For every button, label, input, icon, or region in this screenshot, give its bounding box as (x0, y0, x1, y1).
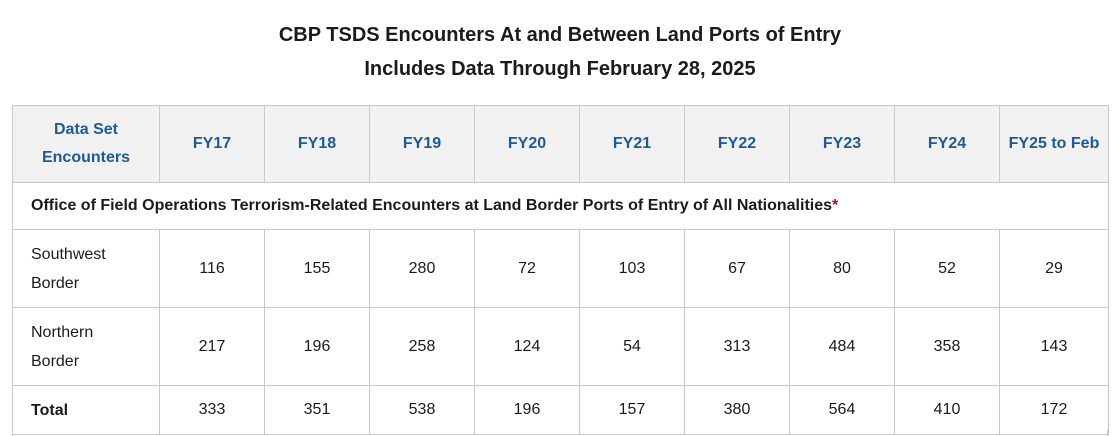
column-header-fy23: FY23 (789, 105, 895, 183)
column-header-fy19: FY19 (369, 105, 475, 183)
page-title: CBP TSDS Encounters At and Between Land … (278, 24, 842, 46)
column-header-fy17: FY17 (159, 105, 265, 183)
table-row: Northern Border 217 196 258 124 54 313 4… (12, 307, 1109, 386)
table-cell: 380 (684, 385, 790, 435)
column-header-fy20: FY20 (474, 105, 580, 183)
table-cell: 52 (894, 229, 1000, 308)
next-row-edge (12, 430, 1108, 436)
footnote-asterisk: * (832, 197, 839, 214)
table-cell: 358 (894, 307, 1000, 386)
table-cell: 196 (264, 307, 370, 386)
table-cell: 172 (999, 385, 1109, 435)
table-row: Southwest Border 116 155 280 72 103 67 8… (12, 229, 1109, 308)
table-cell: 29 (999, 229, 1109, 308)
column-header-fy25: FY25 to Feb (999, 105, 1109, 183)
table-cell: 80 (789, 229, 895, 308)
section-title: Office of Field Operations Terrorism-Rel… (31, 197, 833, 214)
table-cell: 157 (579, 385, 685, 435)
table-cell: 410 (894, 385, 1000, 435)
table-cell: 333 (159, 385, 265, 435)
section-row: Office of Field Operations Terrorism-Rel… (12, 182, 1109, 230)
encounters-table: Data Set Encounters FY17 FY18 FY19 FY20 … (12, 105, 1109, 435)
title-block: CBP TSDS Encounters At and Between Land … (0, 0, 1120, 86)
table-cell: 196 (474, 385, 580, 435)
table-cell: 280 (369, 229, 475, 308)
row-label: Total (12, 385, 160, 435)
table-header-row: Data Set Encounters FY17 FY18 FY19 FY20 … (12, 105, 1109, 183)
column-header-fy21: FY21 (579, 105, 685, 183)
table-cell: 538 (369, 385, 475, 435)
table-cell: 564 (789, 385, 895, 435)
row-label: Southwest Border (12, 229, 160, 308)
row-label: Northern Border (12, 307, 160, 386)
table-cell: 351 (264, 385, 370, 435)
table-cell: 143 (999, 307, 1109, 386)
table-cell: 54 (579, 307, 685, 386)
column-header-fy24: FY24 (894, 105, 1000, 183)
column-header-fy22: FY22 (684, 105, 790, 183)
section-title-cell: Office of Field Operations Terrorism-Rel… (12, 182, 1109, 230)
table-cell: 217 (159, 307, 265, 386)
table-cell: 116 (159, 229, 265, 308)
column-header-fy18: FY18 (264, 105, 370, 183)
table-cell: 313 (684, 307, 790, 386)
table-cell: 67 (684, 229, 790, 308)
table-cell: 124 (474, 307, 580, 386)
table-cell: 484 (789, 307, 895, 386)
column-header-data-set: Data Set Encounters (12, 105, 160, 183)
total-row: Total 333 351 538 196 157 380 564 410 17… (12, 385, 1109, 435)
table-cell: 72 (474, 229, 580, 308)
table-cell: 155 (264, 229, 370, 308)
table-cell: 103 (579, 229, 685, 308)
page-subtitle: Includes Data Through February 28, 2025 (364, 58, 756, 80)
table-cell: 258 (369, 307, 475, 386)
